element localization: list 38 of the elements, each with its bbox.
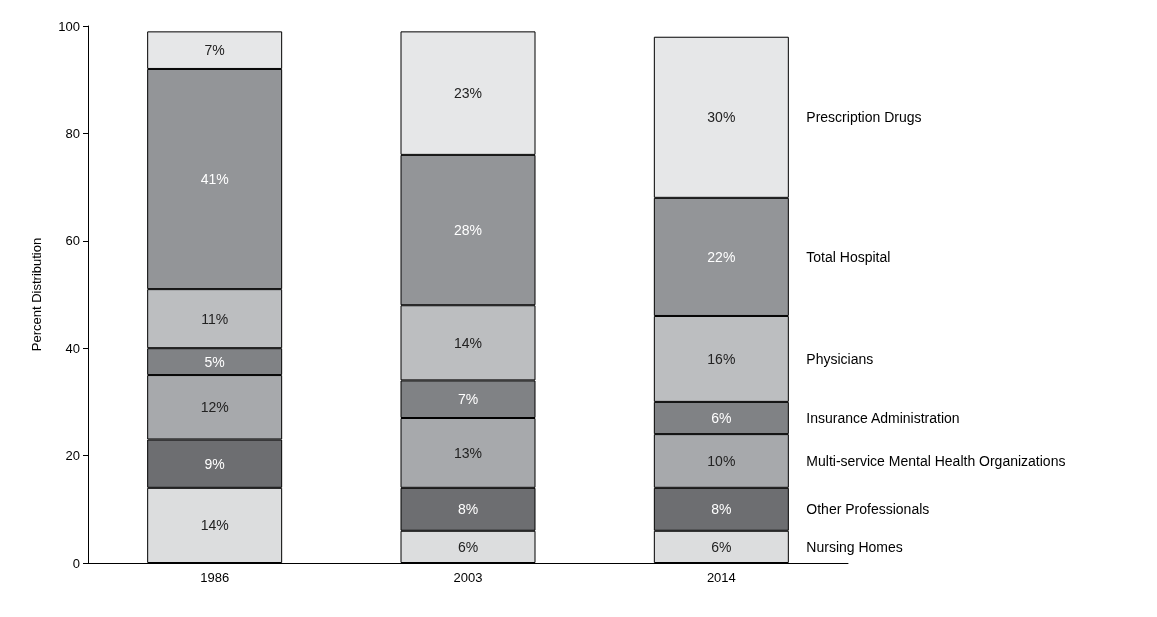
series-label: Insurance Administration <box>806 410 960 427</box>
data-label: 12% <box>200 399 229 416</box>
series-label: Total Hospital <box>806 248 891 265</box>
y-axis-title: Percent Distribution <box>29 237 44 352</box>
y-tick-label: 40 <box>65 340 80 356</box>
data-label: 30% <box>707 109 736 126</box>
data-label: 11% <box>201 310 229 327</box>
data-label: 23% <box>453 85 483 102</box>
y-tick-label: 100 <box>58 18 80 34</box>
data-label: 5% <box>204 353 225 370</box>
series-label: Nursing Homes <box>806 538 903 555</box>
series-label: Other Professionals <box>806 501 930 518</box>
data-label: 9% <box>204 455 225 472</box>
data-label: 10% <box>707 452 736 469</box>
x-tick-label: 2014 <box>706 570 736 585</box>
data-label: 7% <box>204 42 225 59</box>
series-label: Physicians <box>806 350 874 367</box>
data-label: 7% <box>457 391 479 408</box>
series-label: Prescription Drugs <box>806 109 922 126</box>
y-tick-label: 0 <box>72 555 80 571</box>
data-label: 8% <box>457 501 479 518</box>
data-label: 6% <box>457 538 479 555</box>
data-label: 41% <box>200 171 229 188</box>
data-label: 22% <box>707 248 736 265</box>
x-tick-label: 1986 <box>200 570 230 585</box>
y-tick-label: 20 <box>65 448 80 464</box>
series-label: Multi-service Mental Health Organizations <box>806 452 1066 469</box>
data-label: 6% <box>711 538 732 555</box>
data-label: 8% <box>711 501 732 518</box>
data-label: 16% <box>707 350 736 367</box>
x-tick-label: 2003 <box>453 570 483 585</box>
data-label: 6% <box>711 410 732 427</box>
data-label: 14% <box>453 334 483 351</box>
data-label: 14% <box>200 517 229 534</box>
data-label: 13% <box>453 444 483 461</box>
y-tick-label: 60 <box>65 233 80 249</box>
y-tick-label: 80 <box>65 125 80 141</box>
data-label: 28% <box>453 222 483 239</box>
